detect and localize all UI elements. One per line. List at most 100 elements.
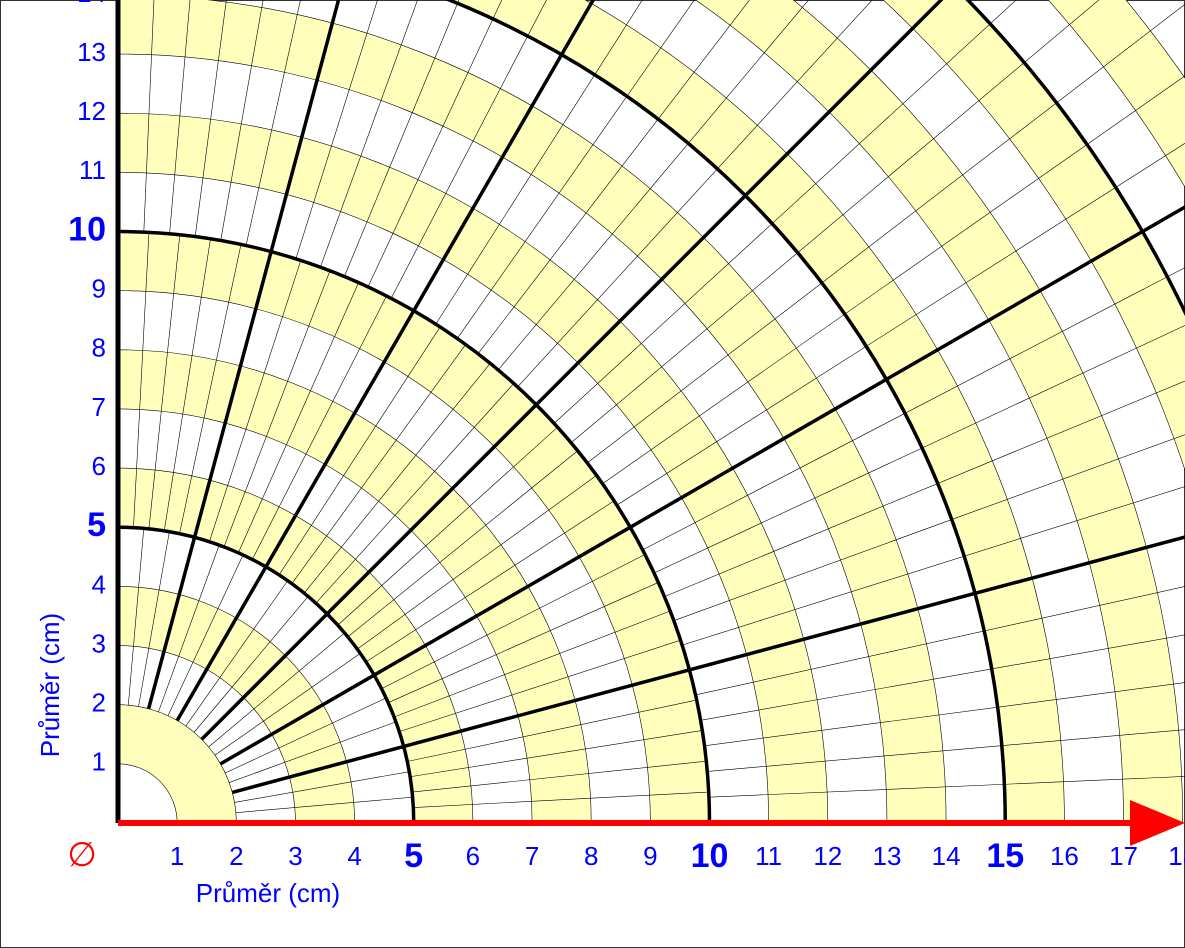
thin-radial <box>393 610 671 718</box>
thin-radial <box>167 554 244 716</box>
x-axis-label: Průměr (cm) <box>196 878 340 908</box>
thin-radial <box>388 582 659 703</box>
grid <box>118 0 1185 823</box>
thin-radial <box>410 730 703 778</box>
x-tick-label: 10 <box>691 837 729 875</box>
x-tick-label: 5 <box>404 837 423 875</box>
y-tick-label: 4 <box>92 569 106 599</box>
thin-radial <box>128 528 145 706</box>
x-tick-label: 2 <box>229 841 243 871</box>
thin-radial <box>381 554 646 689</box>
thin-radial <box>163 238 211 531</box>
x-tick-label: 6 <box>466 841 480 871</box>
thin-radial <box>143 0 155 233</box>
thin-arc <box>118 704 237 823</box>
thin-radial <box>193 596 309 733</box>
thin-radial <box>245 0 301 246</box>
thin-radial <box>235 796 413 813</box>
thin-radial <box>220 0 264 241</box>
x-tick-label: 16 <box>1050 841 1079 871</box>
thick-radial <box>231 535 1185 795</box>
thin-radial <box>208 632 345 748</box>
thin-radial <box>399 639 681 732</box>
y-tick-label: 5 <box>87 506 106 544</box>
yellow-band <box>118 704 237 823</box>
y-tick-label: 8 <box>92 333 106 363</box>
yellow-band <box>118 231 710 823</box>
thick-radial <box>200 0 944 741</box>
thin-radial <box>194 0 227 237</box>
thin-radial <box>278 326 441 576</box>
thin-radial <box>457 0 695 339</box>
thin-radial <box>407 699 697 762</box>
thin-radial <box>169 0 191 234</box>
thin-radial <box>367 0 503 288</box>
thin-radial <box>214 653 361 756</box>
x-tick-label: 14 <box>932 841 961 871</box>
x-tick-label: 8 <box>584 841 598 871</box>
thin-radial <box>390 0 547 299</box>
thin-arc <box>118 763 178 823</box>
thin-radial <box>185 580 288 727</box>
yellow-band <box>883 0 1185 471</box>
thin-radial <box>223 270 331 548</box>
thin-radial <box>229 721 397 783</box>
y-tick-label: 10 <box>68 210 106 248</box>
y-tick-label: 11 <box>79 155 106 185</box>
thin-radial <box>225 697 387 774</box>
thin-radial <box>435 0 643 325</box>
y-tick-label: 13 <box>77 37 106 67</box>
tick-labels: 1234567891011121314151617181234567891011… <box>68 0 1185 875</box>
x-tick-label: 11 <box>755 841 782 871</box>
thin-radial <box>133 232 150 528</box>
thin-radial <box>347 450 578 638</box>
thin-radial <box>238 282 359 553</box>
thick-radial <box>219 204 1185 766</box>
thin-radial <box>337 426 558 626</box>
thin-radial <box>291 344 466 584</box>
x-tick-label: 9 <box>643 841 657 871</box>
x-tick-label: 17 <box>1109 841 1138 871</box>
x-tick-label: 7 <box>525 841 539 871</box>
thin-radial <box>344 0 460 277</box>
thin-radial <box>357 475 597 650</box>
y-tick-label: 9 <box>92 274 106 304</box>
yellow-band <box>118 113 828 823</box>
y-tick-label: 7 <box>92 392 106 422</box>
x-tick-label: 1 <box>170 841 184 871</box>
x-tick-label: 13 <box>872 841 901 871</box>
thick-radial <box>175 0 596 722</box>
y-tick-label: 1 <box>92 747 106 777</box>
y-tick-label: 6 <box>92 451 106 481</box>
thin-radial <box>413 791 709 808</box>
thin-radial <box>148 234 181 529</box>
thin-radial <box>234 771 410 803</box>
y-tick-label: 14 <box>77 0 106 8</box>
arrow-head <box>1130 800 1185 846</box>
thin-radial <box>365 500 615 663</box>
yellow-band <box>118 586 355 823</box>
thick-radial <box>146 0 341 710</box>
yellow-band <box>695 0 1183 823</box>
thin-radial <box>209 260 302 542</box>
x-tick-label: 12 <box>813 841 842 871</box>
x-tick-label: 4 <box>347 841 361 871</box>
thin-radial <box>315 383 515 604</box>
thin-radial <box>320 0 418 268</box>
y-axis-label: Průměr (cm) <box>35 613 65 757</box>
x-tick-label: 3 <box>288 841 302 871</box>
thin-radial <box>412 760 707 793</box>
thin-radial <box>138 531 170 707</box>
thin-radial <box>252 295 387 560</box>
thin-radial <box>179 244 242 534</box>
yellow-band <box>118 0 947 823</box>
thin-radial <box>295 0 378 259</box>
x-tick-label: 15 <box>986 837 1024 875</box>
thin-radial <box>303 363 491 594</box>
origin-symbol: ∅ <box>67 836 97 874</box>
thin-radial <box>158 544 220 712</box>
y-tick-label: 3 <box>92 628 106 658</box>
yellow-band <box>1048 0 1185 188</box>
